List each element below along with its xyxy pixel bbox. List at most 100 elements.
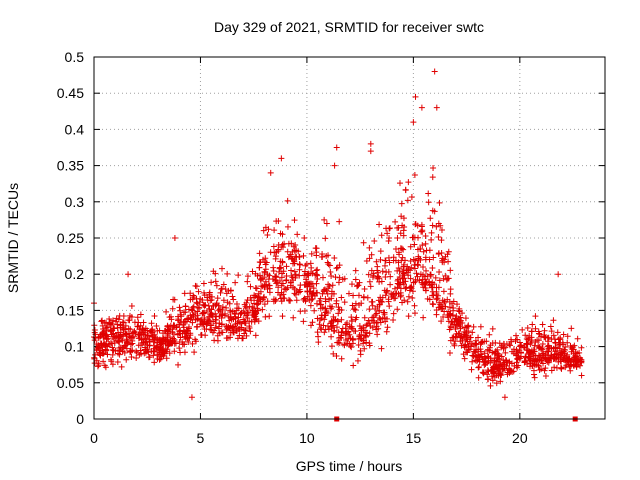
data-point [94,363,101,370]
data-point [495,352,502,359]
data-point [378,278,385,285]
data-point [469,352,476,359]
data-point [378,298,385,305]
data-point [405,313,412,320]
data-point [477,323,484,330]
data-point [232,279,239,286]
data-point [263,259,270,266]
data-point [182,335,189,342]
data-point [323,220,330,227]
data-point [196,305,203,312]
data-point [318,254,325,261]
data-point [469,358,476,365]
data-point [358,327,365,334]
data-point [356,333,363,340]
data-point [491,374,498,381]
data-point [314,329,321,336]
data-point [316,297,323,304]
data-point [338,355,345,362]
data-point [408,264,415,271]
data-point [225,324,232,331]
data-point [181,290,188,297]
data-point [374,263,381,270]
data-point [249,268,256,275]
data-point [416,277,423,284]
data-point [348,314,355,321]
data-point [574,350,581,357]
plot-frame [93,56,606,420]
data-point [338,329,345,336]
data-point [427,215,434,222]
data-point [356,302,363,309]
y-tick-label: 0.3 [65,194,85,210]
data-point [176,345,183,352]
data-point [326,303,333,310]
data-point [219,265,225,272]
data-point [192,316,199,323]
data-point [360,294,367,301]
data-point [231,323,238,330]
data-point [390,257,397,264]
data-point [330,317,337,324]
data-point [291,217,298,224]
data-point [262,313,269,320]
data-point [386,303,393,310]
data-point [399,222,406,229]
data-point [109,361,116,368]
y-tick-label: 0.45 [57,85,84,101]
data-point [314,266,321,273]
data-point [501,394,508,401]
data-point [354,282,361,289]
data-point [192,282,199,289]
data-point [176,304,183,311]
data-point [466,338,473,345]
data-point [385,268,392,275]
data-point [375,269,382,276]
data-point [160,352,167,359]
data-point [325,261,332,268]
data-point [227,334,234,341]
data-point [480,369,487,376]
data-point [261,293,268,300]
data-point [266,285,273,292]
data-point [101,362,108,369]
data-point [91,329,98,336]
data-point [330,322,337,329]
data-point [234,335,241,342]
data-point [99,350,106,357]
data-point [419,242,426,249]
data-point [363,258,370,265]
data-point [98,341,105,348]
data-point [319,304,326,311]
data-point [408,194,415,201]
data-point [166,350,173,357]
data-point [320,288,327,295]
data-point [453,330,460,337]
data-point [443,276,450,283]
data-point [336,218,343,225]
data-point [278,298,285,305]
data-point [308,250,315,257]
data-point [331,255,338,262]
data-point [538,366,545,373]
data-point [370,272,377,279]
data-point [244,296,251,303]
data-point [219,304,226,311]
data-point [119,348,126,355]
data-point [209,313,216,320]
data-point [111,339,118,346]
data-point [288,272,295,279]
y-tick-label: 0.25 [57,230,84,246]
data-point [349,302,356,309]
data-point [344,320,351,327]
data-point [384,230,391,237]
data-point [180,319,187,326]
data-point [193,323,200,330]
data-point [252,332,259,339]
data-point [351,306,358,313]
data-point [148,348,155,355]
data-point [257,296,264,303]
data-point [110,317,116,324]
data-point [198,331,205,338]
data-point [557,334,564,341]
